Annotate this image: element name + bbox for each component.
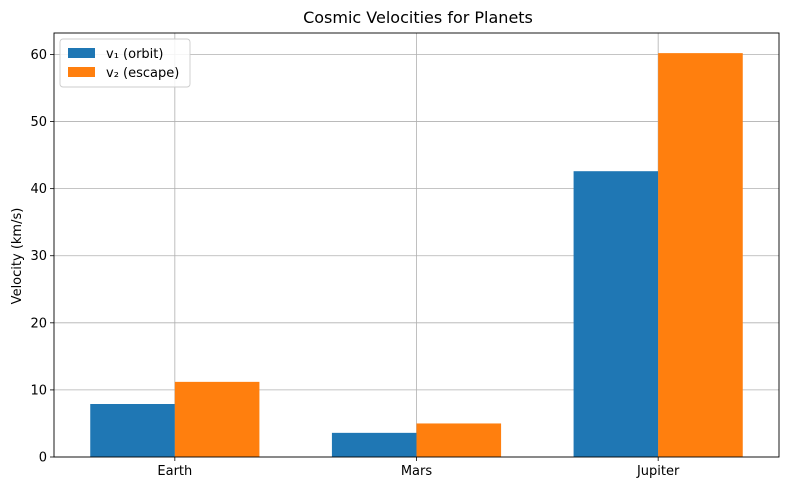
x-tick-label: Mars [401,464,433,479]
bar-v2-jupiter [658,53,743,457]
plot-frame [53,32,780,458]
y-tick-label: 50 [30,115,47,130]
x-tick-label: Earth [157,464,192,479]
legend-swatch [68,48,95,58]
y-tick-label: 30 [30,249,47,264]
y-axis-label: Velocity (km/s) [10,208,25,305]
axes [50,32,780,461]
tick-labels: 0 10 20 30 40 50 60 Earth Mars Jupiter [30,48,680,479]
bar-v2-earth [174,381,260,457]
y-tick-label: 0 [39,451,47,466]
bars [90,53,743,458]
legend: v₁ (orbit) v₂ (escape) [59,38,191,88]
legend-swatch [68,67,95,77]
bar-v2-mars [416,423,502,457]
x-tick-label: Jupiter [636,464,680,479]
y-tick-label: 10 [30,383,47,398]
bar-v1-earth [90,404,175,457]
legend-label: v₂ (escape) [106,66,179,81]
y-tick-label: 40 [30,182,47,197]
bar-v1-jupiter [573,171,659,458]
chart-title: Cosmic Velocities for Planets [303,8,533,27]
legend-label: v₁ (orbit) [106,47,163,62]
bar-v1-mars [331,432,417,457]
y-tick-label: 20 [30,316,47,331]
y-tick-label: 60 [30,48,47,63]
